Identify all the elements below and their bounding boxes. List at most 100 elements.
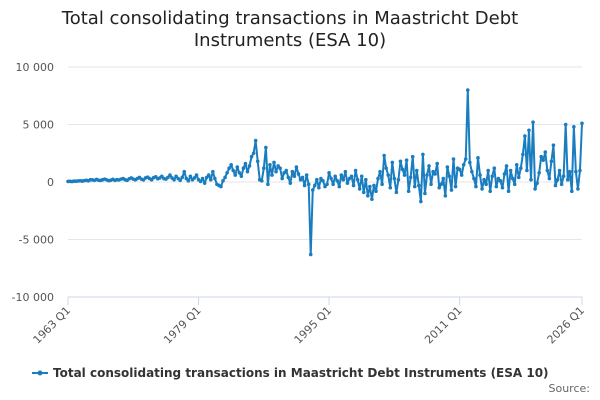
data-point xyxy=(194,173,199,177)
data-point xyxy=(241,166,246,170)
data-point xyxy=(211,169,215,174)
data-point xyxy=(439,182,444,187)
data-point xyxy=(192,176,197,180)
data-point xyxy=(398,159,403,164)
data-point xyxy=(474,184,478,189)
data-point xyxy=(451,157,456,161)
data-point xyxy=(378,169,382,174)
data-point xyxy=(339,173,344,177)
data-point xyxy=(543,150,548,154)
data-point xyxy=(500,185,505,190)
data-point xyxy=(447,174,452,179)
data-point xyxy=(372,183,376,188)
data-point xyxy=(506,189,511,193)
data-point xyxy=(516,175,521,180)
data-point xyxy=(200,176,205,181)
data-point xyxy=(414,168,419,173)
data-point xyxy=(235,165,240,169)
data-point xyxy=(178,178,182,183)
data-point xyxy=(272,160,276,165)
data-point xyxy=(186,179,191,183)
data-point xyxy=(255,159,260,164)
data-point xyxy=(449,188,454,192)
data-point xyxy=(298,177,303,182)
data-point xyxy=(310,188,315,192)
data-point xyxy=(512,182,517,187)
data-point xyxy=(423,191,427,196)
data-point xyxy=(327,171,331,175)
data-point xyxy=(478,173,482,177)
data-point xyxy=(284,168,289,173)
data-point xyxy=(400,167,405,172)
data-point xyxy=(208,177,213,182)
data-point xyxy=(251,151,256,156)
data-point xyxy=(355,177,360,182)
data-point xyxy=(394,190,399,195)
data-point xyxy=(353,168,358,173)
data-point xyxy=(349,174,354,179)
data-point xyxy=(249,154,254,159)
data-point xyxy=(319,176,323,181)
data-point xyxy=(343,169,348,174)
data-point xyxy=(227,166,231,170)
data-point xyxy=(219,184,223,189)
data-point xyxy=(306,182,311,187)
data-point xyxy=(390,160,395,165)
data-point xyxy=(549,159,554,164)
data-point xyxy=(480,187,484,191)
data-point xyxy=(531,120,535,124)
data-point xyxy=(555,177,560,182)
data-point xyxy=(519,166,523,170)
data-point xyxy=(425,173,429,177)
data-point xyxy=(537,171,541,175)
data-point xyxy=(259,179,264,183)
data-point xyxy=(402,173,407,177)
data-point xyxy=(278,166,282,170)
data-point xyxy=(304,173,309,177)
data-point xyxy=(204,175,209,180)
data-point xyxy=(461,162,466,167)
data-point xyxy=(337,184,342,189)
data-point xyxy=(547,176,552,181)
data-point xyxy=(572,125,576,129)
data-point xyxy=(376,176,380,181)
data-point xyxy=(388,185,393,190)
data-point xyxy=(286,175,291,180)
data-point xyxy=(243,161,248,166)
data-point xyxy=(276,164,280,168)
data-point xyxy=(445,165,450,169)
data-point xyxy=(529,177,533,182)
legend-item: Total consolidating transactions in Maas… xyxy=(32,366,549,380)
data-point xyxy=(435,161,439,166)
data-point xyxy=(245,169,250,174)
data-point xyxy=(510,176,515,181)
data-point xyxy=(296,172,301,176)
source: Source: xyxy=(549,382,591,395)
data-point xyxy=(237,171,242,175)
x-tick-label: 2011 Q1 xyxy=(422,304,465,347)
data-point xyxy=(182,169,187,174)
data-point xyxy=(374,189,378,193)
x-tick-label: 2026 Q1 xyxy=(545,304,588,347)
data-point xyxy=(570,189,574,193)
data-point xyxy=(472,176,476,181)
data-point xyxy=(361,190,366,195)
data-point xyxy=(484,182,488,187)
data-point xyxy=(198,179,203,184)
data-point xyxy=(429,182,433,187)
x-tick-label: 1963 Q1 xyxy=(31,304,74,347)
y-tick-label: 5 000 xyxy=(23,119,55,132)
y-tick-label: 0 xyxy=(47,176,54,189)
data-point xyxy=(437,185,442,190)
data-point xyxy=(527,128,531,133)
data-point xyxy=(396,177,401,182)
data-point xyxy=(370,197,374,202)
data-point xyxy=(498,179,503,183)
data-point xyxy=(545,168,550,173)
data-point xyxy=(576,187,580,191)
data-point xyxy=(213,176,217,181)
data-point xyxy=(563,122,568,127)
data-point xyxy=(419,199,423,204)
data-point xyxy=(521,152,525,157)
